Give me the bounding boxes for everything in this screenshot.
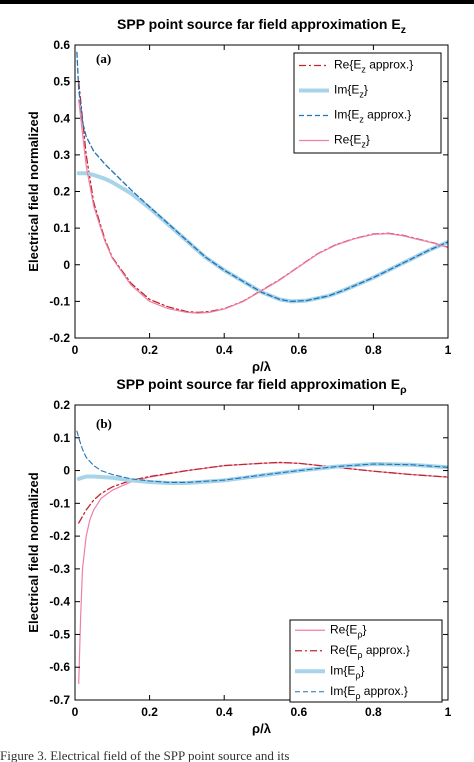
x-tick-label: 0.6 xyxy=(290,705,307,719)
series-line-2 xyxy=(76,171,448,304)
x-tick-label: 1 xyxy=(445,343,452,357)
plot-frame xyxy=(74,404,449,701)
x-axis-label: ρ/λ xyxy=(252,359,272,374)
top-border-line xyxy=(0,0,474,4)
legend-entry-4: Im{Eρ approx.} xyxy=(330,684,408,701)
y-axis-label: Electrical field normalized xyxy=(26,111,41,271)
y-tick-label: 0.2 xyxy=(53,398,70,412)
y-tick-label: 0 xyxy=(63,258,70,272)
y-tick-label: -0.5 xyxy=(49,627,70,641)
series-line-2 xyxy=(78,461,448,524)
x-tick-label: 0.4 xyxy=(216,343,233,357)
y-tick-label: -0.3 xyxy=(49,562,70,576)
series-line-4 xyxy=(78,99,448,314)
legend-entry-2: Re{Eρ approx.} xyxy=(330,643,410,660)
legend-entry-3: Im{Ez approx.} xyxy=(334,108,411,125)
y-tick-label: 0.3 xyxy=(53,148,70,162)
panel-label: (a) xyxy=(96,51,111,66)
y-tick-label: -0.4 xyxy=(49,595,70,609)
x-tick-label: 0 xyxy=(72,705,79,719)
panel-label: (b) xyxy=(96,416,112,431)
y-axis-label: Electrical field normalized xyxy=(26,472,41,632)
x-axis-label: ρ/λ xyxy=(252,721,272,736)
x-tick-label: 0.8 xyxy=(365,343,382,357)
chart-title: SPP point source far field approximation… xyxy=(116,376,407,396)
y-tick-label: 0.6 xyxy=(53,38,70,52)
x-tick-label: 0.4 xyxy=(216,705,233,719)
series-line-3 xyxy=(76,462,448,485)
y-tick-label: 0.1 xyxy=(53,431,70,445)
y-tick-label: -0.7 xyxy=(49,693,70,707)
y-tick-label: -0.6 xyxy=(49,660,70,674)
legend: Re{Ez approx.} Im{Ez} Im{Ez approx.} Re{Ez} xyxy=(293,52,442,154)
x-tick-label: 1 xyxy=(445,705,452,719)
y-tick-label: -0.1 xyxy=(49,294,70,308)
legend-entry-1: Re{Eρ} xyxy=(330,622,367,639)
y-tick-label: 0 xyxy=(63,464,70,478)
y-tick-label: 0.2 xyxy=(53,185,70,199)
chart-panel-a: SPP point source far field approximation… xyxy=(26,16,452,374)
legend-entry-2: Im{Ez} xyxy=(334,83,368,100)
series-group xyxy=(76,430,448,685)
x-tick-label: 0.2 xyxy=(141,343,158,357)
legend-entry-1: Re{Ez approx.} xyxy=(334,58,413,75)
y-tick-label: -0.2 xyxy=(49,331,70,345)
y-tick-label: -0.1 xyxy=(49,496,70,510)
legend-box xyxy=(293,52,442,154)
series-group xyxy=(76,51,448,314)
legend-box xyxy=(289,619,443,703)
y-tick-label: -0.2 xyxy=(49,529,70,543)
chart-title: SPP point source far field approximation… xyxy=(117,16,406,36)
legend-entry-3: Im{Eρ} xyxy=(330,663,364,680)
y-tick-label: 0.1 xyxy=(53,221,70,235)
figure-caption: Figure 3. Electrical field of the SPP po… xyxy=(0,748,290,762)
chart-panel-b: SPP point source far field approximation… xyxy=(26,376,452,736)
x-tick-label: 0.2 xyxy=(141,705,158,719)
y-tick-label: 0.4 xyxy=(53,111,70,125)
x-tick-label: 0.6 xyxy=(290,343,307,357)
series-line-4 xyxy=(76,430,448,483)
legend-entry-4: Re{Ez} xyxy=(334,133,370,150)
x-tick-label: 0.8 xyxy=(365,705,382,719)
series-line-3 xyxy=(76,51,448,303)
x-tick-label: 0 xyxy=(72,343,79,357)
legend: Re{Eρ} Re{Eρ approx.} Im{Eρ} Im{Eρ approx.} xyxy=(289,619,443,703)
y-tick-label: 0.5 xyxy=(53,75,70,89)
